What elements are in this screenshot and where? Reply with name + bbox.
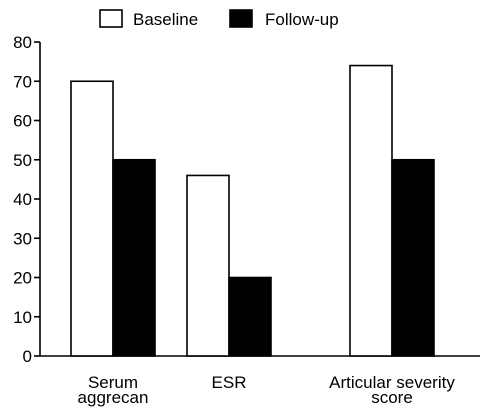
bar-follow-up-2 xyxy=(391,158,435,357)
bar-follow-up-0 xyxy=(112,158,156,357)
y-tick-label: 60 xyxy=(13,112,32,131)
y-tick-label: 40 xyxy=(13,190,32,209)
legend: Baseline Follow-up xyxy=(99,9,339,29)
legend-label-baseline: Baseline xyxy=(133,10,198,29)
y-tick-label: 20 xyxy=(13,269,32,288)
legend-label-follow-up: Follow-up xyxy=(265,10,339,29)
legend-swatch-baseline xyxy=(99,9,123,28)
y-tick-label: 0 xyxy=(23,347,32,366)
bars xyxy=(70,64,435,357)
bar-follow-up-1 xyxy=(228,276,272,357)
bar-baseline-2 xyxy=(349,64,393,357)
bar-baseline-1 xyxy=(186,174,230,357)
legend-swatch-follow-up xyxy=(229,9,253,28)
x-tick-label: ESR xyxy=(212,373,247,392)
y-tick-label: 80 xyxy=(13,33,32,52)
y-tick-label: 50 xyxy=(13,151,32,170)
y-tick-label: 70 xyxy=(13,72,32,91)
bar-baseline-0 xyxy=(70,80,114,357)
x-tick-label: Serum aggrecan xyxy=(78,373,149,407)
category-labels: Serum aggrecan ESR Articular severity score xyxy=(78,373,456,407)
axes: 0 10 20 30 40 50 60 70 80 xyxy=(13,33,480,366)
y-tick-label: 10 xyxy=(13,308,32,327)
x-tick-label: Articular severity score xyxy=(329,373,455,407)
y-tick-label: 30 xyxy=(13,229,32,248)
